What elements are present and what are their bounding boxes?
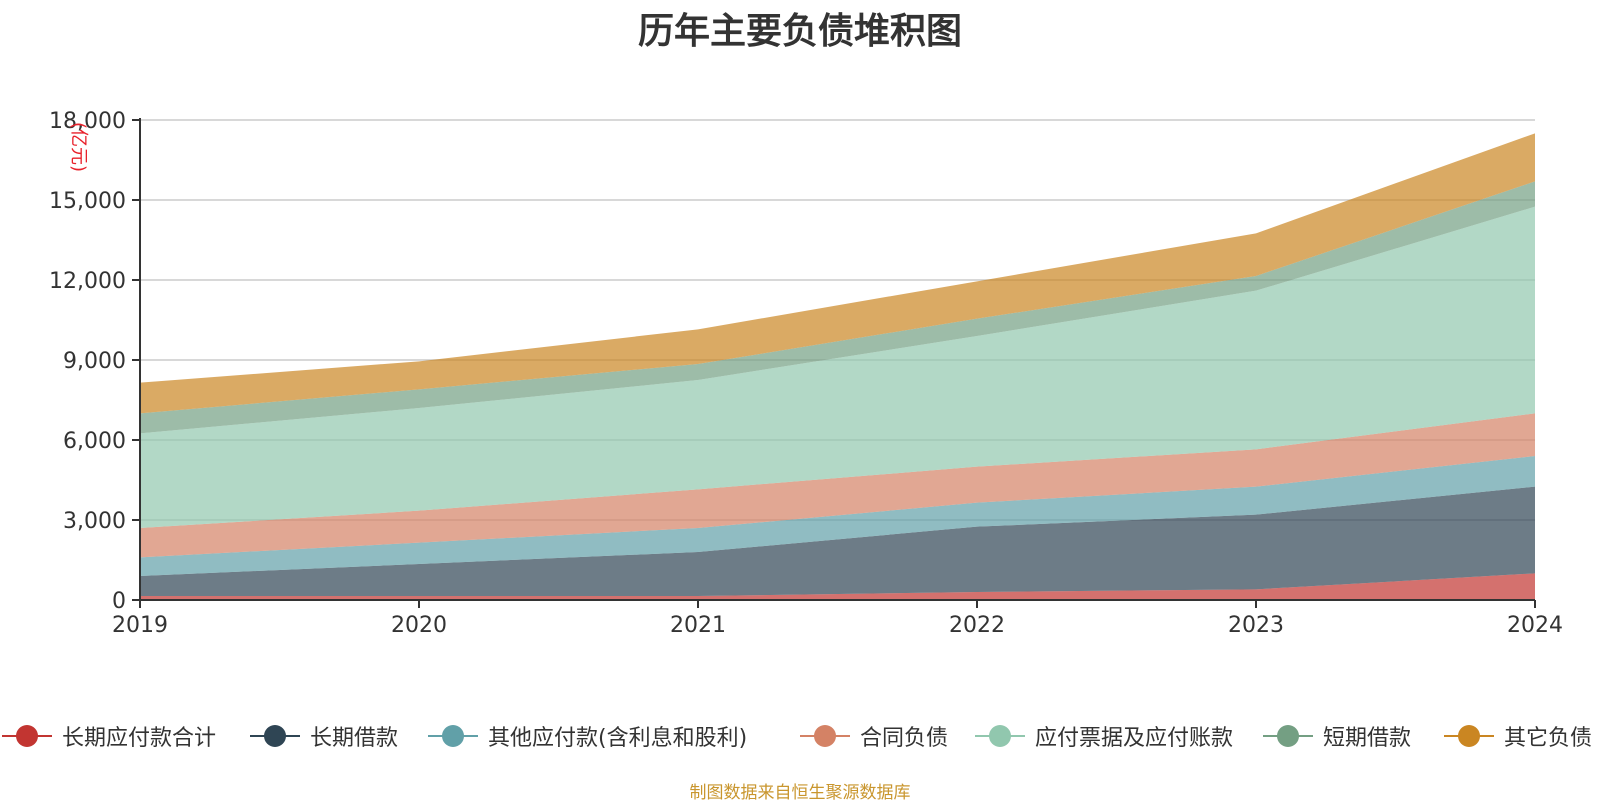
- area-series-1: [140, 486, 1535, 596]
- legend-item-5[interactable]: 短期借款: [1263, 716, 1411, 756]
- legend-marker: [2, 721, 52, 751]
- y-tick-label-0: 0: [112, 589, 126, 614]
- x-tick-label-2: 2021: [670, 613, 726, 638]
- x-tick-label-3: 2022: [949, 613, 1005, 638]
- legend-label: 长期借款: [310, 726, 399, 751]
- legend-label: 其他应付款(含利息和股利): [488, 726, 748, 751]
- axes: 0 3,000 6,000 9,000 12,000 15,000 18,000 2019 20…: [49, 109, 1563, 638]
- legend-label: 短期借款: [1323, 726, 1412, 751]
- area-series-5: [140, 181, 1535, 434]
- legend-marker: [1444, 721, 1494, 751]
- legend-label: 长期应付款合计: [62, 726, 217, 751]
- area-series-0: [140, 573, 1535, 600]
- legend-marker: [250, 721, 300, 751]
- legend-marker: [1263, 721, 1313, 751]
- source-note: 制图数据来自恒生聚源数据库: [689, 783, 911, 803]
- x-tick-label-4: 2023: [1228, 613, 1284, 638]
- chart-legend: 长期应付款合计 长期借款 其他应付款(含利息和股利) 合同负债 应付票据及应付账款 短期借…: [0, 716, 1600, 756]
- y-tick-label-5: 15,000: [49, 189, 126, 214]
- y-tick-label-2: 6,000: [63, 429, 126, 454]
- area-series-2: [140, 456, 1535, 576]
- y-tick-label-4: 12,000: [49, 269, 126, 294]
- legend-marker: [800, 721, 850, 751]
- legend-item-3[interactable]: 合同负债: [800, 716, 948, 756]
- area-series-6: [140, 133, 1535, 414]
- area-series-3: [140, 413, 1535, 558]
- legend-item-0[interactable]: 长期应付款合计: [2, 716, 216, 756]
- legend-marker: [975, 721, 1025, 751]
- legend-label: 应付票据及应付账款: [1035, 726, 1234, 751]
- x-tick-label-1: 2020: [391, 613, 447, 638]
- y-tick-label-3: 9,000: [63, 349, 126, 374]
- area-series: [140, 133, 1535, 600]
- legend-item-2[interactable]: 其他应付款(含利息和股利): [428, 716, 747, 756]
- chart-title: 历年主要负债堆积图: [637, 11, 962, 52]
- legend-label: 合同负债: [860, 726, 949, 751]
- legend-item-4[interactable]: 应付票据及应付账款: [975, 716, 1233, 756]
- legend-item-1[interactable]: 长期借款: [250, 716, 398, 756]
- y-tick-label-6: 18,000: [49, 109, 126, 134]
- legend-marker: [428, 721, 478, 751]
- x-tick-label-5: 2024: [1507, 613, 1563, 638]
- y-axis-unit-label: (亿元): [68, 122, 89, 172]
- legend-item-6[interactable]: 其它负债: [1444, 716, 1592, 756]
- area-series-4: [140, 206, 1535, 528]
- x-tick-label-0: 2019: [112, 613, 168, 638]
- y-tick-label-1: 3,000: [63, 509, 126, 534]
- legend-label: 其它负债: [1504, 726, 1593, 751]
